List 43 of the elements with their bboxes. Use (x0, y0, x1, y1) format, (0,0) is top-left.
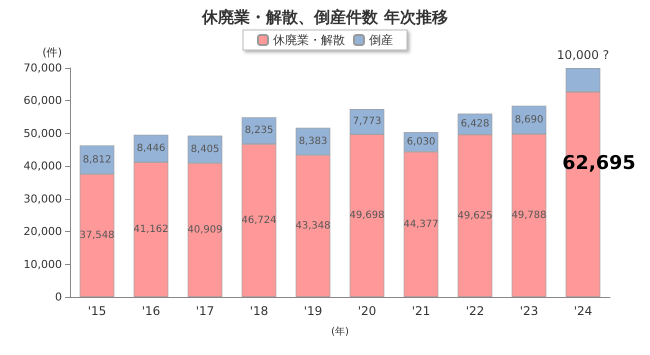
x-tick-label: '17 (196, 304, 214, 318)
data-label: 49,788 (512, 210, 546, 222)
data-label: 49,698 (350, 210, 384, 222)
data-label: 40,909 (188, 224, 222, 236)
data-label: 43,348 (296, 220, 330, 232)
x-tick-label: '19 (304, 304, 322, 318)
y-tick-label: 20,000 (24, 225, 62, 238)
y-tick-label: 10,000 (24, 258, 62, 271)
legend-label: 休廃業・解散 (273, 33, 345, 47)
data-label: 7,773 (352, 116, 382, 128)
x-tick-label: '23 (520, 304, 538, 318)
y-tick-label: 40,000 (24, 160, 62, 173)
data-label: 8,812 (82, 154, 112, 166)
data-label: 8,383 (298, 136, 328, 147)
y-tick-label: 60,000 (24, 94, 62, 108)
data-label: 49,625 (458, 210, 492, 222)
chart-title: 休廃業・解散、倒産件数 年次推移 (201, 8, 448, 26)
annotation: 10,000 ? (556, 48, 610, 62)
y-tick-label: 50,000 (24, 126, 62, 140)
data-label: 8,446 (136, 143, 166, 154)
data-label: 8,235 (244, 125, 274, 136)
x-tick-label: '22 (466, 304, 484, 318)
data-label: 46,724 (242, 215, 276, 226)
y-axis-title: (件) (42, 46, 62, 59)
data-label: 8,405 (190, 144, 220, 155)
legend-label: 倒産 (369, 33, 393, 47)
data-label: 6,428 (460, 118, 490, 130)
x-tick-label: '20 (358, 304, 376, 318)
data-label: 6,030 (406, 136, 436, 148)
x-tick-label: '15 (88, 304, 106, 318)
data-label: 41,162 (134, 224, 168, 236)
y-tick-label: 70,000 (24, 62, 62, 74)
data-label: 37,548 (80, 230, 114, 242)
x-tick-label: '16 (142, 304, 160, 318)
data-label: 44,377 (404, 218, 438, 230)
x-axis-title: (年) (331, 326, 349, 338)
data-label: 8,690 (514, 114, 544, 126)
x-tick-label: '18 (250, 304, 268, 318)
data-label: 62,695 (562, 152, 636, 174)
x-tick-label: '21 (412, 304, 430, 318)
y-tick-label: 0 (55, 290, 62, 304)
x-tick-label: '24 (574, 304, 592, 318)
y-tick-label: 30,000 (24, 192, 62, 206)
